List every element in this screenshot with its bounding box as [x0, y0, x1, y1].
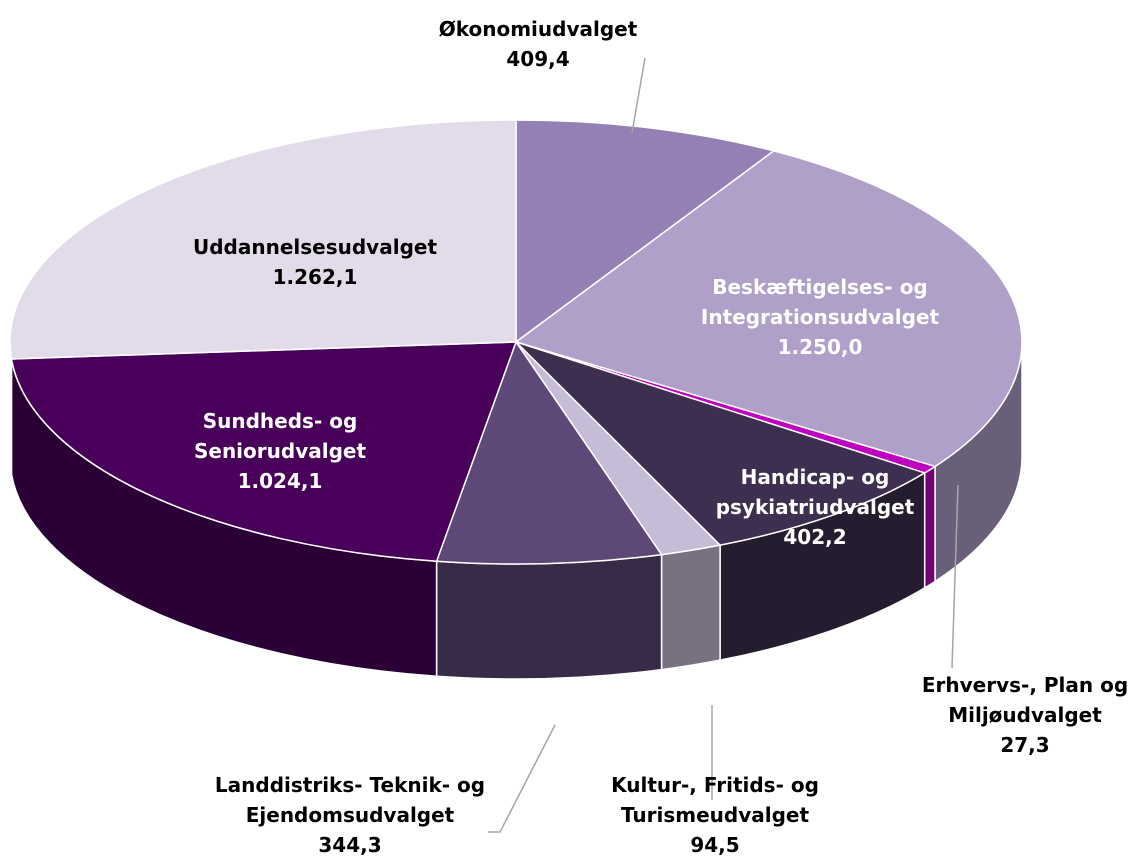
value-label: 1.250,0: [777, 335, 863, 359]
value-label: 344,3: [318, 833, 382, 857]
slice-label: Uddannelsesudvalget 1.262,1: [155, 232, 475, 292]
leader-line: [631, 57, 646, 134]
category-name: Landdistriks- Teknik- og Ejendomsudvalge…: [214, 773, 486, 827]
slice-label: Erhvervs-, Plan og Miljøudvalget 27,3: [905, 670, 1138, 760]
pie-slice: [10, 341, 518, 563]
pie-slice: [514, 150, 1023, 468]
value-label: 402,2: [783, 525, 847, 549]
pie-side: [660, 544, 721, 671]
pie-side: [435, 553, 663, 680]
value-label: 94,5: [690, 833, 740, 857]
value-label: 1.262,1: [272, 265, 358, 289]
category-name: Kultur-, Fritids- og Turismeudvalget: [611, 773, 819, 827]
pie-slice: [515, 341, 927, 546]
category-name: Sundheds- og Seniorudvalget: [193, 409, 367, 463]
slice-label: Sundheds- og Seniorudvalget 1.024,1: [165, 406, 395, 496]
category-name: Handicap- og psykiatriudvalget: [715, 465, 915, 519]
category-name: Økonomiudvalget: [438, 17, 638, 41]
leader-line: [951, 484, 959, 669]
slice-label: Beskæftigelses- og Integrationsudvalget 1…: [670, 272, 970, 362]
category-name: Erhvervs-, Plan og Miljøudvalget: [921, 673, 1129, 727]
category-name: Uddannelsesudvalget: [192, 235, 438, 259]
slice-label: Handicap- og psykiatriudvalget 402,2: [680, 462, 950, 552]
value-label: 1.024,1: [237, 469, 323, 493]
pie-slice: [435, 340, 663, 565]
pie-slice: [9, 119, 517, 360]
slice-label: Landdistriks- Teknik- og Ejendomsudvalge…: [175, 770, 525, 860]
value-label: 409,4: [506, 47, 570, 71]
leader-line: [488, 724, 556, 833]
slice-label: Kultur-, Fritids- og Turismeudvalget 94,5: [570, 770, 860, 860]
pie-slice: [515, 119, 776, 344]
category-name: Beskæftigelses- og Integrationsudvalget: [700, 275, 940, 329]
value-label: 27,3: [1000, 733, 1050, 757]
slice-label: Økonomiudvalget 409,4: [378, 14, 698, 74]
